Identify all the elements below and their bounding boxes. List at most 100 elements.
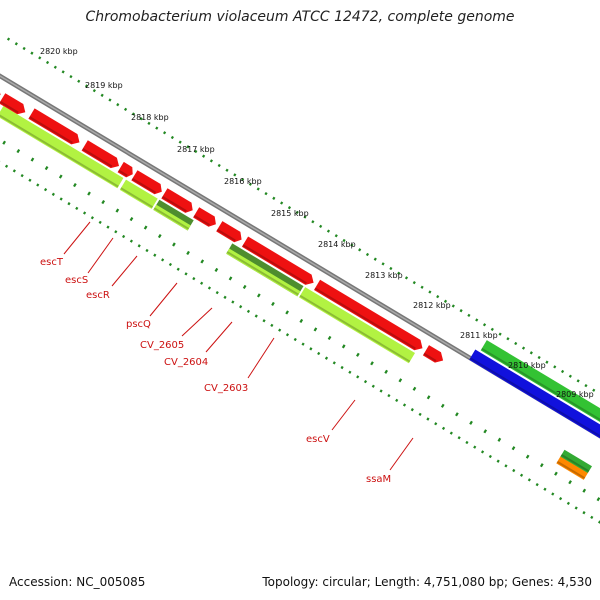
track-dot bbox=[184, 272, 188, 276]
track-dot bbox=[384, 369, 389, 374]
ruler-label: 2813 kbp bbox=[365, 271, 403, 280]
track-dot bbox=[434, 422, 438, 426]
track-dot bbox=[101, 199, 106, 205]
track-dot bbox=[285, 333, 290, 337]
track-dot bbox=[30, 157, 35, 162]
gene-orange-1-shadow bbox=[556, 460, 586, 480]
track-dot bbox=[404, 276, 409, 280]
track-dot bbox=[137, 244, 141, 248]
gene-green-2 bbox=[560, 449, 592, 473]
track-dot bbox=[157, 233, 162, 239]
track-dot bbox=[6, 37, 11, 41]
track-dot bbox=[223, 295, 227, 299]
genome-summary-text: Topology: circular; Length: 4,751,080 bp… bbox=[262, 575, 592, 589]
track-dot bbox=[473, 445, 477, 449]
ruler-label: 2818 kbp bbox=[131, 113, 169, 122]
track-dot bbox=[488, 454, 492, 459]
track-dot bbox=[410, 408, 414, 412]
track-dot bbox=[342, 238, 346, 243]
track-dot bbox=[200, 281, 204, 285]
track-dot bbox=[449, 431, 453, 435]
track-dot bbox=[319, 224, 323, 229]
track-dot bbox=[233, 173, 237, 177]
track-dot bbox=[12, 169, 16, 173]
track-dot bbox=[363, 379, 368, 384]
track-dot bbox=[200, 259, 205, 264]
ruler-label: 2820 kbp bbox=[40, 47, 78, 56]
track-dot bbox=[553, 365, 557, 369]
gene-red-12 bbox=[422, 345, 444, 363]
track-dot bbox=[455, 412, 459, 417]
track-dot bbox=[168, 262, 173, 267]
track-dot bbox=[365, 252, 370, 257]
track-dot bbox=[161, 258, 165, 262]
track-dot bbox=[262, 319, 266, 323]
track-dot bbox=[51, 192, 55, 196]
track-dot bbox=[313, 327, 318, 332]
gene-label-leader bbox=[205, 321, 233, 353]
track-dot bbox=[537, 355, 541, 360]
track-dot bbox=[115, 208, 120, 213]
track-dot bbox=[590, 515, 594, 520]
gene-features bbox=[0, 92, 600, 480]
track-dot bbox=[457, 436, 461, 440]
track-dot bbox=[436, 294, 440, 299]
track-dot bbox=[497, 437, 502, 442]
track-dot bbox=[317, 351, 321, 356]
track-dot bbox=[75, 206, 79, 211]
track-dot bbox=[82, 211, 87, 215]
track-dot bbox=[527, 478, 531, 482]
track-dot bbox=[441, 426, 446, 431]
ruler-label: 2811 kbp bbox=[460, 331, 498, 340]
gene-green-1-shadow bbox=[481, 347, 600, 421]
ruler-label: 2819 kbp bbox=[85, 81, 123, 90]
track-dot bbox=[58, 174, 63, 179]
track-dot bbox=[443, 299, 448, 303]
gene-red-7 bbox=[161, 188, 193, 213]
gene-red-8 bbox=[193, 207, 216, 227]
dotted-tracks bbox=[0, 37, 600, 524]
track-dot bbox=[228, 276, 233, 281]
track-dot bbox=[4, 164, 9, 168]
gene-blue-1-shadow bbox=[469, 357, 600, 438]
track-dot bbox=[272, 196, 276, 200]
track-dot bbox=[14, 42, 18, 46]
track-dot bbox=[176, 267, 180, 271]
track-dot bbox=[395, 398, 399, 402]
track-dot bbox=[131, 112, 135, 116]
ruler-label: 2814 kbp bbox=[318, 240, 356, 249]
track-dot bbox=[129, 239, 133, 243]
track-dot bbox=[20, 173, 24, 178]
ruler-label: 2812 kbp bbox=[413, 301, 451, 310]
track-dot bbox=[356, 375, 360, 379]
gene-red-11 bbox=[314, 279, 423, 351]
track-dot bbox=[147, 121, 151, 126]
track-dot bbox=[459, 309, 463, 313]
track-dot bbox=[239, 305, 243, 309]
gene-label-leader bbox=[87, 237, 114, 274]
track-dot bbox=[566, 501, 570, 505]
track-dot bbox=[264, 191, 268, 196]
track-dot bbox=[106, 225, 110, 229]
track-dot bbox=[256, 187, 260, 191]
track-dot bbox=[285, 310, 289, 315]
track-dot bbox=[379, 389, 383, 393]
track-dot bbox=[139, 117, 143, 121]
gene-label: ssaM bbox=[366, 474, 391, 485]
track-dot bbox=[172, 242, 176, 247]
track-dot bbox=[350, 243, 354, 247]
track-dot bbox=[428, 290, 432, 294]
gene-red-1 bbox=[0, 92, 1, 96]
track-dot bbox=[498, 332, 502, 336]
gene-label: pscQ bbox=[126, 319, 151, 330]
track-dot bbox=[482, 323, 487, 327]
track-dot bbox=[59, 197, 63, 201]
track-dot bbox=[519, 473, 524, 477]
track-dot bbox=[535, 482, 539, 487]
ruler-label: 2815 kbp bbox=[271, 209, 309, 218]
gene-lime-2 bbox=[119, 179, 158, 209]
track-dot bbox=[287, 206, 292, 210]
track-dot bbox=[387, 394, 391, 398]
